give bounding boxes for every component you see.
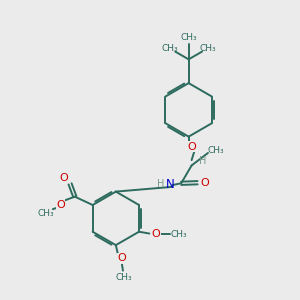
Text: O: O: [56, 200, 65, 210]
Text: O: O: [60, 173, 68, 183]
Text: H: H: [199, 156, 207, 166]
Text: CH₃: CH₃: [180, 33, 197, 42]
Text: O: O: [151, 229, 160, 239]
Text: CH₃: CH₃: [115, 273, 132, 282]
Text: H: H: [157, 179, 164, 190]
Text: CH₃: CH₃: [200, 44, 216, 53]
Text: CH₃: CH₃: [38, 209, 54, 218]
Text: N: N: [166, 178, 175, 191]
Text: O: O: [117, 254, 126, 263]
Text: CH₃: CH₃: [170, 230, 187, 238]
Text: CH₃: CH₃: [161, 44, 178, 53]
Text: CH₃: CH₃: [208, 146, 225, 155]
Text: O: O: [201, 178, 209, 188]
Text: O: O: [187, 142, 196, 152]
